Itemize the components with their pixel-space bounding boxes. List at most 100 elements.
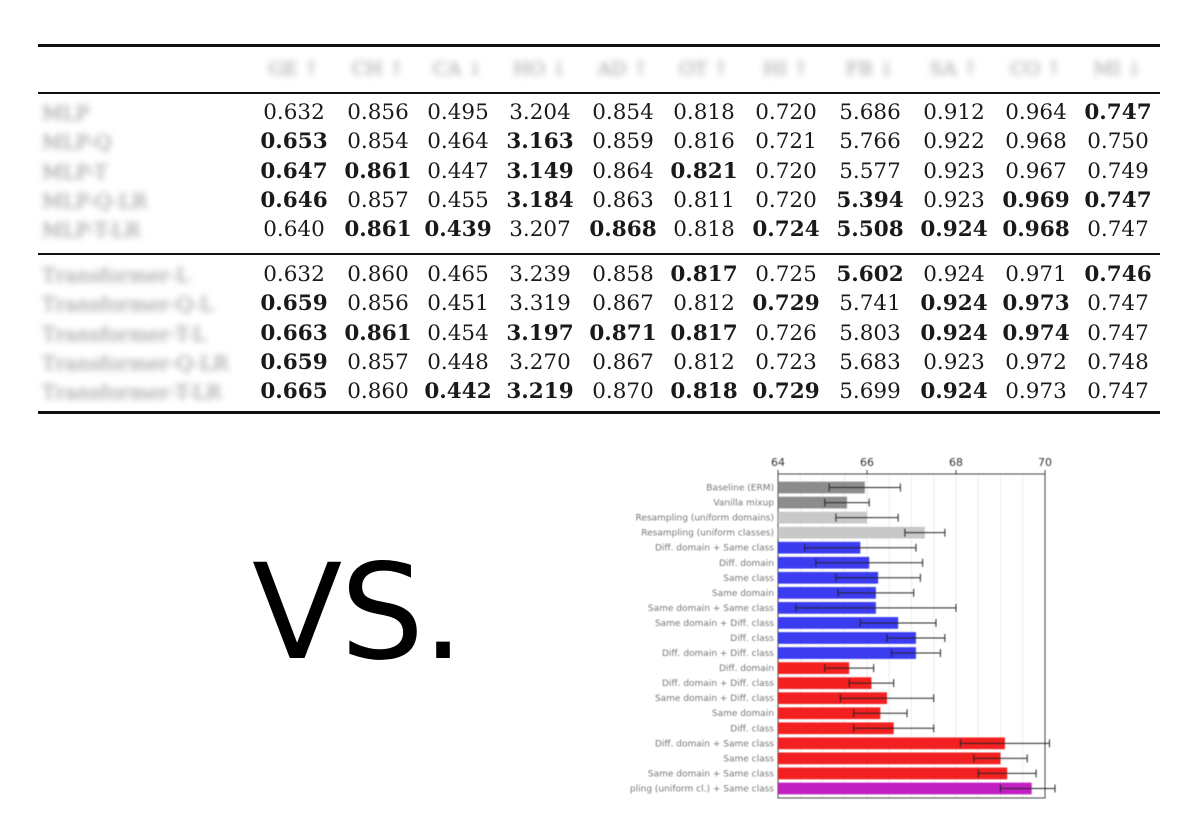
- error-bar: [815, 558, 924, 567]
- table-cell: 0.747: [1087, 217, 1149, 243]
- error-bar: [804, 543, 917, 552]
- bar-chart: 64 66 68 70 Baseline (ERM) Vanilla mixup Resam…: [600, 452, 1060, 822]
- table-cell: 0.923: [923, 158, 985, 184]
- bar-label: Same domain + Diff. class: [655, 619, 774, 629]
- table-cell: 0.653: [260, 129, 328, 155]
- header-rule: [38, 92, 1160, 94]
- row-label: MLP-Q: [42, 130, 112, 155]
- error-bar: [977, 769, 1037, 778]
- table-cell: 0.659: [260, 349, 328, 375]
- row-label: MLP-Q-LR: [42, 188, 148, 213]
- table-cell: 0.729: [752, 291, 820, 317]
- bar-label: Diff. domain + Diff. class: [662, 679, 774, 689]
- table-cell: 0.812: [673, 349, 735, 375]
- table-cell: 5.699: [839, 379, 901, 405]
- error-bar: [973, 754, 1028, 763]
- bar: [778, 571, 879, 584]
- table-cell: 0.924: [920, 320, 988, 346]
- bar-label: Same domain + Same class: [648, 769, 774, 779]
- row-label: MLP-T-LR: [42, 218, 141, 243]
- table-cell: 0.818: [673, 217, 735, 243]
- bar-label: pling (uniform cl.) + Same class: [630, 784, 774, 794]
- table-cell: 0.967: [1005, 158, 1067, 184]
- bar: [778, 722, 894, 735]
- table-cell: 0.447: [427, 158, 489, 184]
- table-cell: 0.821: [670, 158, 738, 184]
- table-cell: 0.495: [427, 100, 489, 125]
- error-bar: [848, 679, 895, 688]
- table-cell: 0.861: [344, 320, 412, 346]
- bar-label: Same domain + Diff. class: [655, 694, 774, 704]
- table-cell: 0.464: [427, 129, 489, 155]
- column-header: AD ↑: [597, 58, 649, 80]
- bar-label: Same class: [723, 574, 774, 584]
- top-rule: [38, 44, 1160, 47]
- table-cell: 0.864: [592, 158, 654, 184]
- table-cell: 0.857: [347, 187, 409, 213]
- x-tick-label: 64: [771, 456, 785, 469]
- bar-label: Same domain: [712, 589, 774, 599]
- table-cell: 0.748: [1087, 349, 1149, 375]
- bar: [778, 752, 1001, 765]
- bar-label: Diff. domain + Diff. class: [662, 649, 774, 659]
- table-cell: 0.439: [424, 217, 492, 243]
- x-tick-label: 68: [949, 456, 963, 469]
- bar-label: Resampling (uniform domains): [635, 514, 774, 524]
- error-bar: [886, 634, 946, 642]
- bar-label: Diff. class: [730, 724, 774, 734]
- table-cell: 0.860: [347, 262, 409, 287]
- table-cell: 0.858: [592, 262, 654, 287]
- bar: [778, 767, 1008, 780]
- bar: [778, 707, 881, 720]
- error-bar: [1000, 784, 1056, 793]
- table-cell: 0.971: [1005, 262, 1067, 287]
- table-cell: 0.818: [673, 100, 735, 125]
- bar-label: Diff. domain: [719, 559, 774, 569]
- table-cell: 0.818: [670, 379, 738, 405]
- table-cell: 0.856: [347, 100, 409, 125]
- table-cell: 0.867: [592, 291, 654, 317]
- table-cell: 5.508: [836, 217, 904, 243]
- table-cell: 0.721: [755, 129, 817, 155]
- row-label: Transformer-T-L: [42, 321, 207, 346]
- table-cell: 3.207: [509, 217, 571, 243]
- error-bar: [959, 739, 1050, 748]
- bar-label: Same domain: [712, 709, 774, 719]
- table-cell: 0.924: [923, 262, 985, 287]
- bar: [778, 617, 899, 629]
- table-cell: 5.686: [839, 100, 901, 125]
- table-cell: 0.663: [260, 320, 328, 346]
- table-cell: 0.857: [347, 349, 409, 375]
- table-cell: 0.632: [263, 262, 325, 287]
- bar: [778, 632, 916, 644]
- table-cell: 0.923: [923, 187, 985, 213]
- table-cell: 0.725: [755, 262, 817, 287]
- column-header: MI ↓: [1093, 58, 1143, 80]
- table-cell: 0.854: [347, 129, 409, 155]
- table-cell: 0.861: [344, 217, 412, 243]
- table-cell: 0.465: [427, 262, 489, 287]
- bar: [778, 496, 847, 509]
- table-cell: 3.239: [509, 262, 571, 287]
- table-cell: 0.749: [1087, 158, 1149, 184]
- table-cell: 0.455: [427, 187, 489, 213]
- bar-label: Diff. domain: [719, 664, 774, 674]
- table-cell: 0.924: [920, 291, 988, 317]
- table-cell: 0.665: [260, 379, 328, 405]
- table-cell: 0.812: [673, 291, 735, 317]
- table-cell: 3.197: [506, 320, 574, 346]
- table-cell: 0.854: [592, 100, 654, 125]
- table-cell: 3.149: [506, 158, 574, 184]
- table-cell: 0.720: [755, 187, 817, 213]
- table-cell: 0.867: [592, 349, 654, 375]
- column-header: HO ↓: [512, 58, 568, 80]
- table-cell: 0.451: [427, 291, 489, 317]
- error-bar: [859, 618, 937, 627]
- table-cell: 0.454: [427, 320, 489, 346]
- x-tick-label: 66: [860, 456, 874, 469]
- table-cell: 0.448: [427, 349, 489, 375]
- column-header: FB ↓: [845, 58, 895, 80]
- table-cell: 0.442: [424, 379, 492, 405]
- table-cell: 0.747: [1087, 320, 1149, 346]
- table-cell: 0.746: [1084, 262, 1152, 287]
